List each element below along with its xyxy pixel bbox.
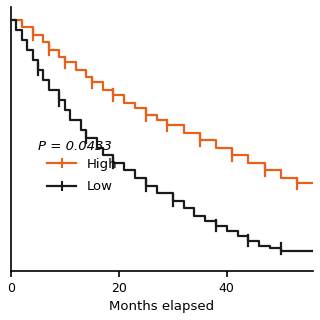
Text: P = 0.0433: P = 0.0433 bbox=[38, 140, 112, 153]
Legend: High, Low: High, Low bbox=[42, 153, 123, 198]
X-axis label: Months elapsed: Months elapsed bbox=[109, 300, 215, 313]
